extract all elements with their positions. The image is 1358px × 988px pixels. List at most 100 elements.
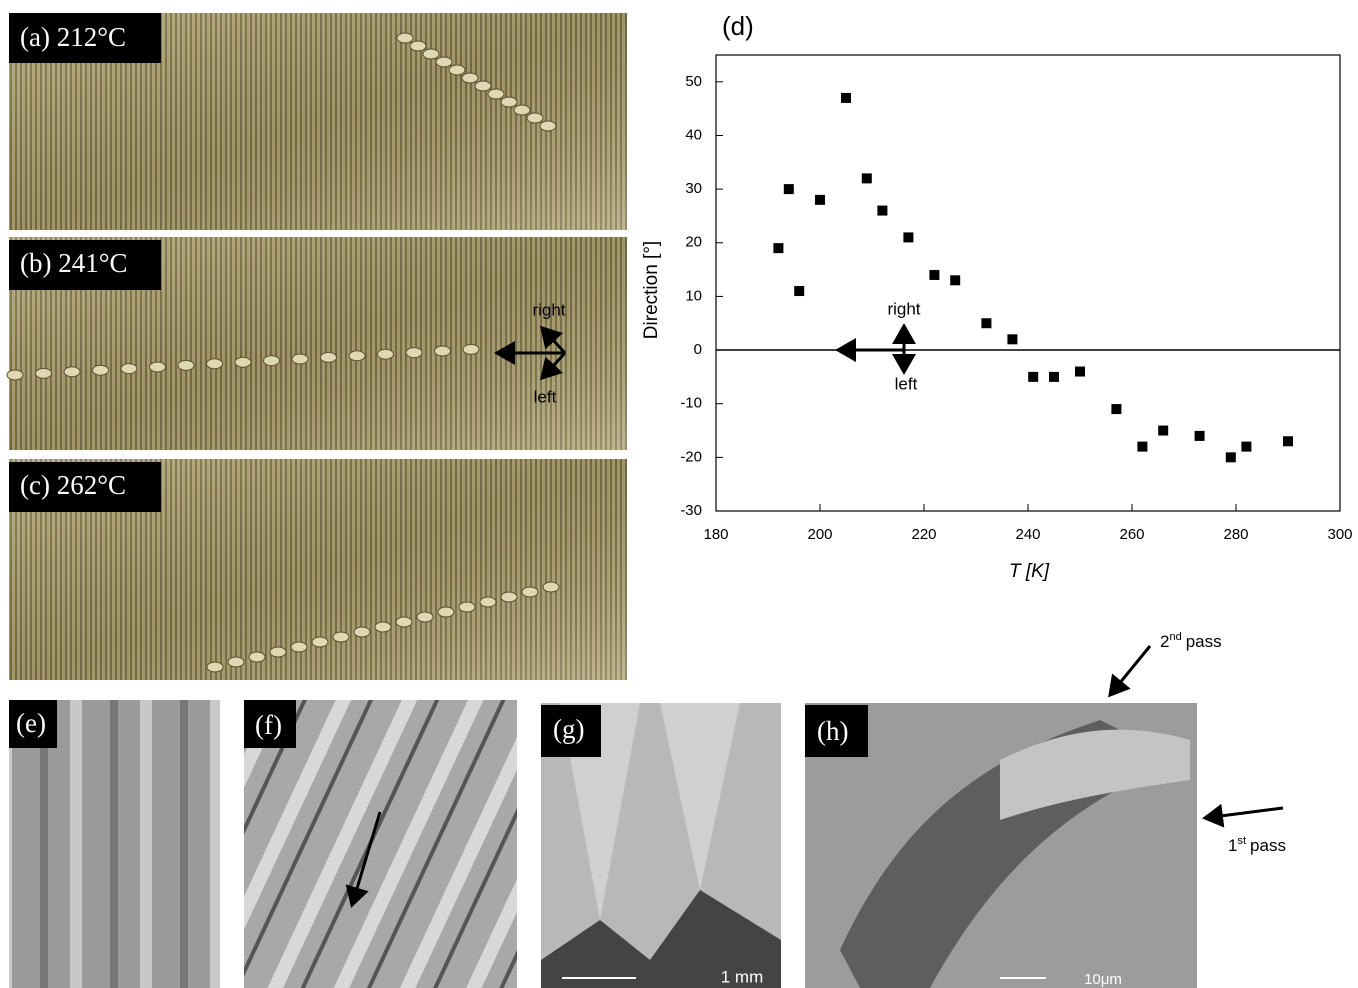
point xyxy=(1007,334,1018,345)
point xyxy=(841,92,851,103)
y-tick-label: 30 xyxy=(685,180,702,197)
bead xyxy=(500,96,518,108)
y-tick-label: 40 xyxy=(685,126,702,143)
bead xyxy=(405,347,423,359)
bead xyxy=(35,367,52,379)
bead xyxy=(206,358,223,370)
photo-label: (c) 262°C xyxy=(20,470,126,500)
bead xyxy=(374,621,392,633)
annotation: left xyxy=(895,375,918,394)
label-box xyxy=(541,705,601,757)
bead xyxy=(177,359,195,371)
panel-label: (f) xyxy=(255,710,282,740)
annotation: left xyxy=(534,387,557,406)
bead xyxy=(395,616,413,628)
y-tick-label: 0 xyxy=(694,341,702,358)
label-box xyxy=(9,462,161,512)
bead xyxy=(539,120,557,132)
bead xyxy=(458,601,476,613)
bead xyxy=(291,353,309,365)
bead xyxy=(474,80,492,92)
y-tick-label: 50 xyxy=(685,73,702,90)
panel-label: (g) xyxy=(553,714,584,744)
bead xyxy=(435,56,453,68)
x-tick-label: 240 xyxy=(1015,526,1040,543)
beads xyxy=(6,32,560,673)
bead xyxy=(487,88,505,100)
annotation: right xyxy=(887,300,920,319)
panel-label: (h) xyxy=(817,716,848,746)
bead xyxy=(63,366,81,378)
point xyxy=(1225,452,1236,463)
panel-label: (e) xyxy=(16,708,46,738)
arrow xyxy=(1202,803,1284,828)
bead xyxy=(206,661,224,673)
bead xyxy=(513,104,531,116)
point xyxy=(794,286,805,297)
x-tick-label: 300 xyxy=(1327,526,1352,543)
label-box xyxy=(244,700,296,748)
point xyxy=(1028,371,1039,382)
chart-title: (d) xyxy=(722,11,754,41)
label-box xyxy=(9,700,57,748)
y-tick-label: 10 xyxy=(685,287,702,304)
bead xyxy=(348,350,366,362)
bead xyxy=(92,364,109,376)
bead xyxy=(416,611,434,623)
y-tick-label: 20 xyxy=(685,234,702,251)
x-tick-label: 220 xyxy=(911,526,936,543)
point xyxy=(877,205,888,216)
bead xyxy=(409,40,427,52)
direction-arrows xyxy=(494,325,567,381)
x-tick-label: 180 xyxy=(703,526,728,543)
point xyxy=(1283,436,1293,447)
point xyxy=(815,194,825,205)
y-tick-label: -30 xyxy=(680,502,702,519)
x-tick-label: 260 xyxy=(1119,526,1144,543)
point xyxy=(1158,425,1169,436)
point xyxy=(929,269,940,280)
point xyxy=(1137,441,1148,452)
bead xyxy=(290,641,308,653)
point xyxy=(1241,441,1252,452)
label-box xyxy=(805,705,868,757)
point xyxy=(1111,404,1122,415)
bead xyxy=(437,606,455,618)
bead xyxy=(479,596,497,608)
x-tick-label: 280 xyxy=(1223,526,1248,543)
point xyxy=(950,275,961,286)
bead xyxy=(227,656,245,668)
bead xyxy=(377,348,394,360)
photo-label: (b) 241°C xyxy=(20,248,128,278)
bead xyxy=(269,646,287,658)
bead xyxy=(521,586,539,598)
x-tick-label: 200 xyxy=(807,526,832,543)
point xyxy=(981,318,992,329)
bead xyxy=(149,361,166,373)
bead xyxy=(234,356,252,368)
point xyxy=(783,184,794,195)
point xyxy=(1075,366,1085,377)
x-axis-label: T [K] xyxy=(1009,561,1050,582)
bead xyxy=(542,581,560,593)
bead xyxy=(500,591,518,603)
scale-label: 10μm xyxy=(1084,971,1122,988)
y-tick-label: -10 xyxy=(680,395,702,412)
scale-label: 1 mm xyxy=(721,967,764,986)
arrow xyxy=(1108,645,1152,698)
bead xyxy=(320,351,337,363)
bead xyxy=(353,626,371,638)
y-tick-label: -20 xyxy=(680,448,702,465)
annotation: 1st pass xyxy=(1228,835,1286,856)
bead xyxy=(263,355,280,367)
point xyxy=(903,232,914,243)
photo-label: (a) 212°C xyxy=(20,22,126,52)
point xyxy=(773,243,784,254)
bead xyxy=(461,72,479,84)
point xyxy=(1194,430,1205,441)
bead xyxy=(526,112,544,124)
annotation: right xyxy=(532,300,565,319)
bead xyxy=(434,345,451,357)
bead xyxy=(448,64,466,76)
